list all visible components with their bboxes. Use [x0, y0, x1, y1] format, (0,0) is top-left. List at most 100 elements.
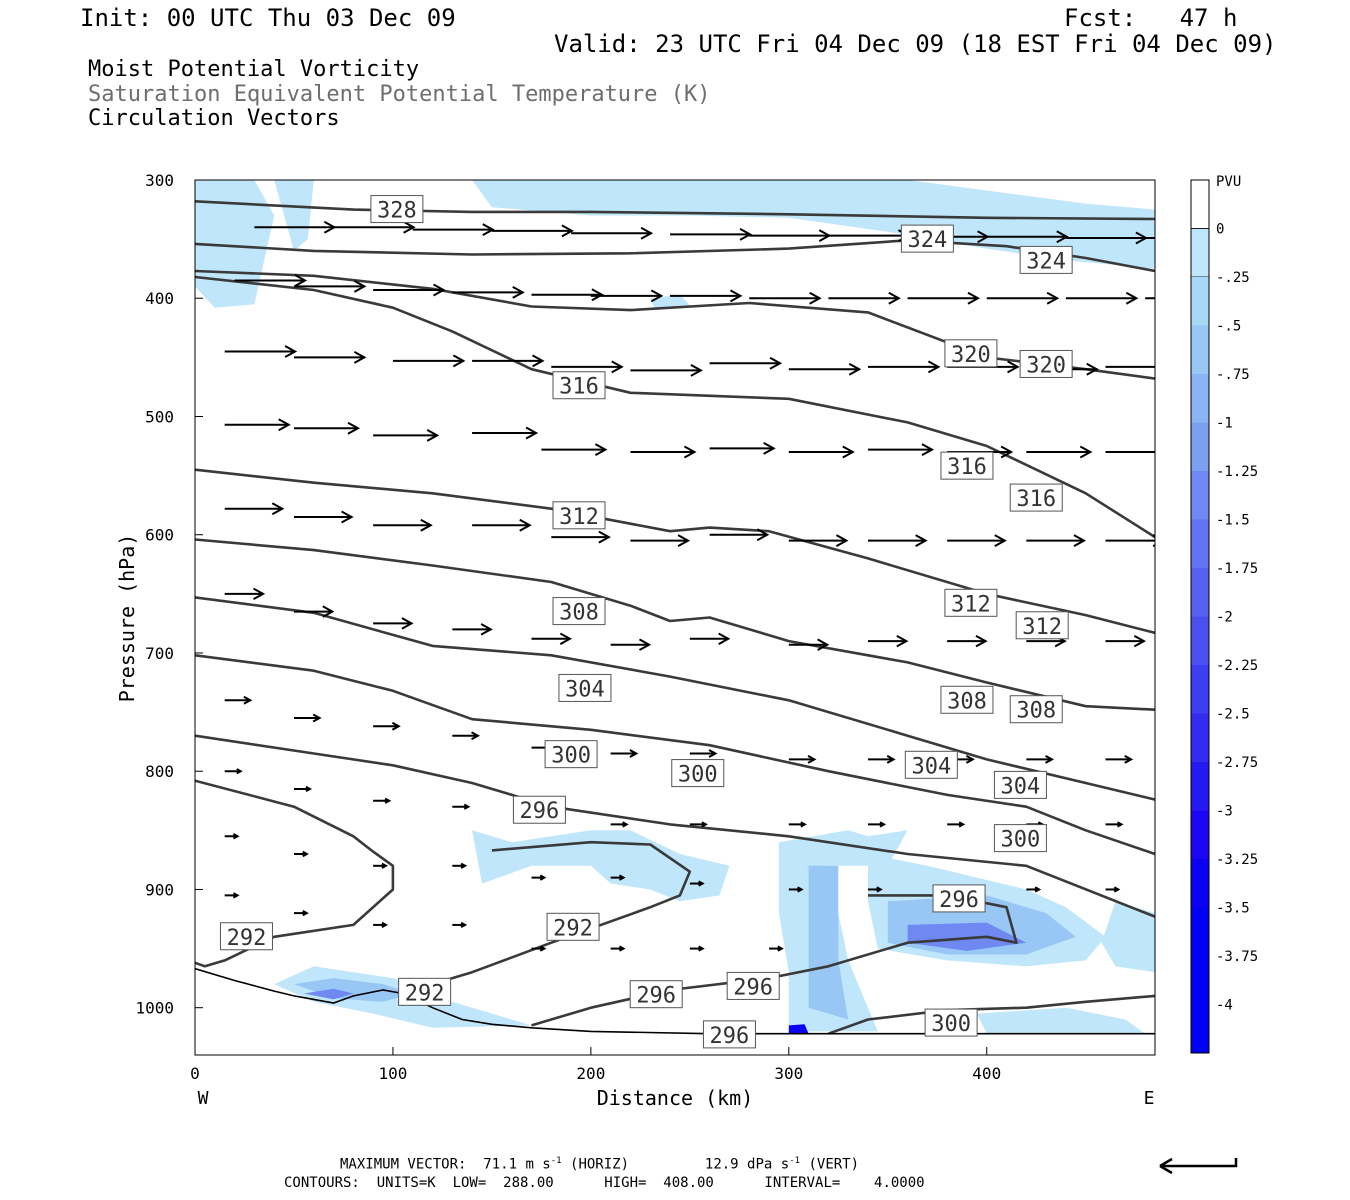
vector-arrow-9-5: [610, 945, 626, 952]
contour-label-box: [1019, 245, 1073, 274]
vector-head: [236, 768, 243, 775]
vector-head: [965, 754, 975, 764]
vector-head: [690, 363, 703, 377]
contour-label-316-0: 316: [559, 375, 599, 400]
vector-head: [915, 534, 928, 548]
vector-arrow-8-6: [689, 880, 705, 887]
colorbar-tick-7: -1.75: [1216, 561, 1258, 577]
contour-line-292-9: [195, 779, 395, 968]
vector-head: [539, 874, 547, 881]
vector-arrow-4-1: [293, 510, 354, 524]
vector-head: [927, 360, 941, 374]
contours-info: CONTOURS: UNITS=K LOW= 288.00 HIGH= 408.…: [284, 1175, 925, 1191]
vector-arrow-8-3: [452, 862, 468, 869]
vector-head: [1079, 445, 1093, 459]
vector-arrow-2-4: [551, 360, 624, 374]
y-axis-label: Pressure (hPa): [115, 534, 139, 703]
contour-label-box: [944, 339, 998, 368]
colorbar-tick-16: -4: [1216, 998, 1233, 1014]
colorbar-tick-11: -2.75: [1216, 755, 1258, 771]
vector-arrow-2-0: [224, 345, 298, 358]
vector-head: [807, 754, 817, 764]
colorbar-band-3: [1191, 325, 1209, 374]
vector-head: [1113, 886, 1121, 893]
vector-head: [800, 821, 807, 828]
contour-label-300-0: 300: [551, 744, 591, 769]
vector-arrow-5-9: [947, 634, 988, 648]
x-tick-label-100: 100: [378, 1064, 407, 1083]
contour-label-308-1: 308: [947, 689, 987, 714]
pv-patch-14: [303, 988, 354, 1000]
vector-head: [233, 833, 240, 840]
vector-head: [463, 803, 471, 810]
vector-arrow-1-0: [234, 274, 308, 287]
contour-label-box: [924, 1008, 978, 1037]
colorbar-band-9: [1191, 616, 1209, 665]
vector-head: [1133, 634, 1146, 648]
vector-head: [1056, 230, 1069, 244]
vector-arrow-2-7: [788, 362, 862, 376]
colorbar-band-7: [1191, 519, 1209, 568]
vector-arrow-5-5: [610, 638, 652, 651]
colorbar-frame: [1190, 179, 1210, 1054]
vector-head: [622, 821, 629, 828]
vector-arrow-1-3: [452, 285, 525, 299]
vector-arrow-0-5: [670, 228, 753, 241]
vector-arrow-4-6: [709, 528, 770, 542]
contour-label-box: [944, 588, 998, 617]
x-tick-label-300: 300: [774, 1064, 803, 1083]
vector-arrow-7-6: [689, 821, 708, 828]
vector-arrow-3-2: [373, 429, 440, 442]
circulation-vectors: [224, 220, 1155, 952]
contour-label-box: [671, 759, 725, 788]
vector-head: [650, 289, 664, 303]
vector-head: [312, 713, 322, 723]
vector-head: [426, 429, 440, 442]
vector-arrow-0-2: [412, 223, 495, 237]
vector-arrow-8-7: [788, 886, 804, 893]
contour-label-312-1: 312: [951, 592, 991, 617]
vector-arrow-2-6: [709, 356, 783, 370]
vector-arrow-4-10: [1026, 534, 1087, 548]
vector-arrow-1-4: [531, 288, 604, 302]
vector-arrow-9-2: [373, 921, 389, 929]
pv-patch-0: [195, 180, 275, 308]
vector-head: [594, 443, 608, 456]
vector-head: [271, 502, 285, 516]
vector-arrow-9-7: [769, 945, 784, 952]
vector-head: [777, 945, 784, 952]
colorbar-tick-6: -1.5: [1216, 513, 1250, 529]
vector-head: [433, 283, 446, 297]
vector-head: [677, 534, 691, 548]
vector-arrow-6-2: [373, 721, 401, 731]
contour-label-296-1: 296: [939, 888, 979, 913]
x-tick-label-0: 0: [190, 1064, 200, 1083]
vector-head: [708, 749, 718, 758]
vector-head: [460, 921, 468, 929]
vector-head: [1125, 291, 1139, 305]
pv-patch-7: [1101, 901, 1155, 973]
contour-label-box: [398, 977, 452, 1006]
colorbar-tick-13: -3.25: [1216, 852, 1258, 868]
vector-arrow-1-7: [749, 291, 822, 305]
contour-label-296-1: 296: [733, 975, 773, 1000]
vector-head: [460, 862, 468, 869]
vector-head: [1000, 445, 1014, 459]
vert-exponent: -1: [789, 1156, 801, 1166]
vector-head: [384, 797, 392, 804]
vector-arrow-4-4: [551, 530, 611, 544]
contour-label-box: [900, 224, 954, 253]
vector-head: [1124, 754, 1134, 764]
vector-arrow-0-9: [986, 230, 1069, 244]
colorbar-band-10: [1191, 665, 1209, 714]
vector-head: [835, 534, 849, 548]
x-tick-label-200: 200: [576, 1064, 605, 1083]
vector-arrow-2-1: [293, 350, 367, 364]
vector-arrow-6-5: [610, 749, 639, 758]
contour-label-box: [993, 770, 1047, 799]
vector-arrow-1-1: [293, 280, 367, 293]
x-axis-label: Distance (km): [597, 1086, 754, 1110]
colorbar-band-4: [1191, 374, 1209, 423]
contour-label-316-1: 316: [947, 455, 987, 480]
